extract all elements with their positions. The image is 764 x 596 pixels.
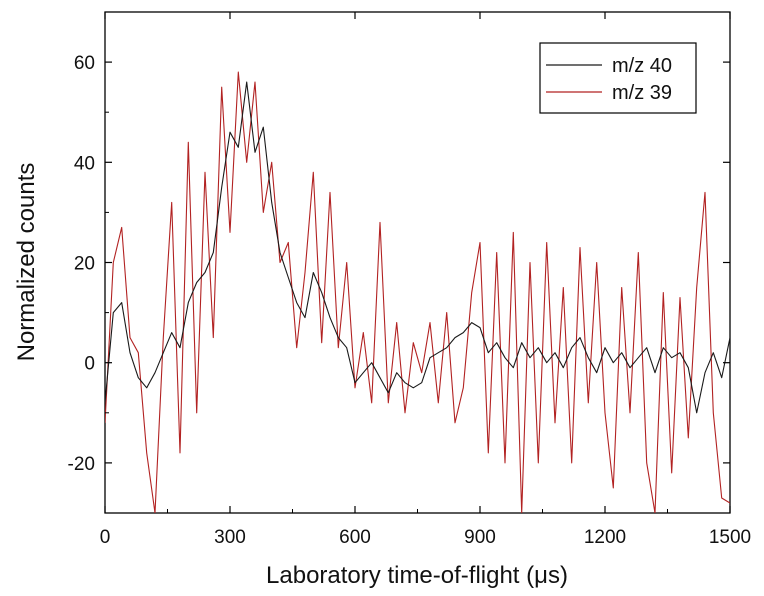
x-tick-label: 900 xyxy=(464,527,496,548)
x-tick-label: 600 xyxy=(339,527,371,548)
x-tick-label: 300 xyxy=(214,527,246,548)
y-axis-label: Normalized counts xyxy=(13,163,40,362)
y-tick-label: 60 xyxy=(74,53,95,74)
x-tick-label: 0 xyxy=(100,527,111,548)
y-tick-label: 0 xyxy=(84,354,95,375)
legend: m/z 40 m/z 39 xyxy=(539,42,697,114)
y-tick-label: 40 xyxy=(74,153,95,174)
x-axis-label: Laboratory time-of-flight (μs) xyxy=(266,562,568,589)
legend-box xyxy=(539,42,697,114)
series-line-m-z-39 xyxy=(105,71,730,513)
legend-label: m/z 40 xyxy=(612,55,672,77)
y-tick-label: 20 xyxy=(74,254,95,275)
x-tick-label: 1200 xyxy=(584,527,626,548)
y-tick-label: -20 xyxy=(68,454,95,475)
legend-label: m/z 39 xyxy=(612,82,672,104)
series-line-m-z-40 xyxy=(105,81,730,414)
x-tick-label: 1500 xyxy=(709,527,751,548)
ticks-layer: 0 300 600 900 1200 1500 -20 0 20 40 60 xyxy=(68,11,751,548)
series-layer xyxy=(105,71,730,513)
